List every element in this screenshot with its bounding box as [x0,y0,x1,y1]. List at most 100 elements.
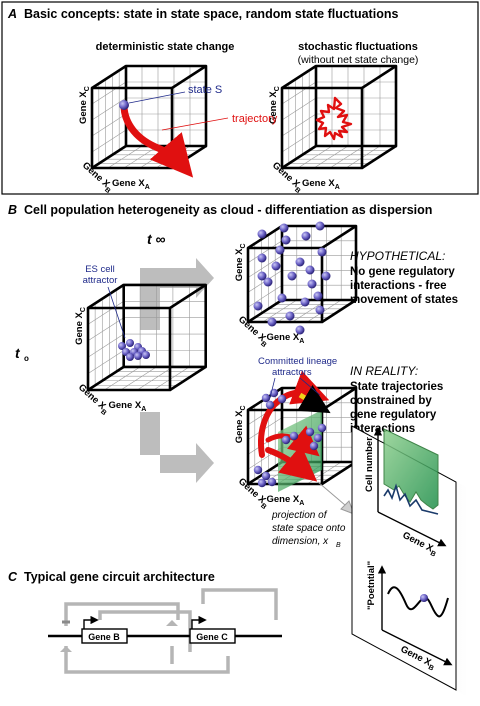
panel-a-right-heading: stochastic fluctuations [298,41,418,53]
es-state-ball [134,352,142,360]
state-s-leader [128,91,186,104]
reality-state-ball [261,471,271,481]
state-s-ball [119,100,129,110]
cube-a2-axis-a: Gene XA [302,178,340,191]
reality-state-ball [277,394,287,404]
es-state-ball [118,342,126,350]
reality-line-2: constrained by [350,395,432,407]
hypothetical-state-ball [317,247,327,257]
panel-a: A Basic concepts: state in state space, … [1,1,479,195]
committed-lineage-label: Committed lineage [258,356,337,367]
trajectory-leader [161,117,229,131]
cell-number-label: Cell number [364,437,375,492]
reality-state-ball [265,400,275,410]
gene-b-label: Gene B [88,632,120,642]
regulation-b-to-c [98,610,192,652]
t-zero-label: t [15,345,21,361]
hypothetical-state-ball [300,297,310,307]
trajectory-label: trajectory [232,113,278,125]
trajectory-arrow [120,103,194,178]
cube-a2-axis-c: Gene XC [268,86,281,124]
hypothetical-line-1: No gene regulatory [350,266,455,278]
cube-b0-edges [86,283,207,392]
reality-state-ball [317,423,327,433]
hypothetical-line-2: interactions - free [350,280,447,292]
hypothetical-state-ball [253,301,263,311]
cube-b0-axis-c: Gene XC [74,307,87,345]
panel-b: B Cell population heterogeneity as cloud… [8,203,468,697]
cube-b1-axis-c: Gene XC [234,243,247,281]
promoter-c-arrow [191,615,207,629]
reality-title: IN REALITY: [350,364,418,378]
activation-head-b [60,646,72,652]
cube-a2-edges [280,64,398,170]
es-cell-label: ES cell [85,264,115,275]
projection-line-1: projection of [271,510,328,521]
t-infinity-label: t ∞ [147,231,166,247]
hypothetical-state-ball [287,271,297,281]
gene-c-box [189,628,236,644]
state-s-label: state S [188,84,222,96]
hypothetical-state-ball [295,257,305,267]
t-zero-subscript: o [24,354,29,363]
committed-attractors-label: attractors [272,367,312,378]
hypothetical-state-ball [315,305,325,315]
projection-arrow [317,481,355,515]
hypothetical-state-ball [257,253,267,263]
es-attractor-leader [107,286,126,339]
potential-label: "Poetntial" [366,561,377,610]
activation-head-c [166,620,178,626]
promoter-b-arrow [83,615,99,629]
potential-x-axis [381,629,453,666]
regulation-paths [64,588,278,674]
cube-a1-axis-c: Gene XC [78,86,91,124]
reality-state-ball [289,431,299,441]
yellow-arrow [297,384,331,414]
hypothetical-state-ball [305,265,315,275]
hypothetical-state-ball [313,291,323,301]
gene-c-label: Gene C [196,632,228,642]
branch-arrows [140,258,214,483]
reality-state-ball [309,441,319,451]
branch-arrow-bottom [140,412,214,483]
hypothetical-state-ball [321,271,331,281]
hypothetical-state-ball [267,317,277,327]
reality-line-3: gene regulatory [350,409,437,421]
branch-arrow-top [140,258,214,330]
histogram-x-axis [377,511,447,547]
panel-c-letter: C [8,570,18,584]
reality-state-ball [257,478,267,488]
panel-a-frame [1,1,479,195]
hypothetical-state-ball [271,261,281,271]
cube-b2-axis-c: Gene XC [234,405,247,443]
panel-c-title: Typical gene circuit architecture [24,570,215,584]
es-state-ball [126,353,134,361]
cube-a1-grid [91,65,207,169]
hypothetical-state-ball [307,279,317,289]
regulation-c-self [201,588,278,620]
panel-a-title: Basic concepts: state in state space, ra… [24,7,398,21]
panel-c: C Typical gene circuit architecture Gene… [8,570,282,674]
cube-b2-axis-a: Gene XA [267,494,305,507]
cube-a1-axis-a: Gene XA [112,178,150,191]
hypothetical-state-ball [257,229,267,239]
panel-a-right-subheading: (without net state change) [298,54,419,66]
hypothetical-state-ball [277,293,287,303]
hypothetical-state-cloud [253,221,331,335]
gene-b-box [81,628,128,644]
histogram-window [383,428,439,510]
projection-panel: Cell number Gene XB "Poetntial" Gene XB [351,425,468,697]
hypothetical-state-ball [279,223,289,233]
hypothetical-state-ball [257,271,267,281]
panel-a-letter: A [7,7,17,21]
hypothetical-state-ball [281,235,291,245]
potential-ball [420,594,428,602]
reality-state-ball [253,465,263,475]
es-cell-cluster [118,339,150,361]
hypothetical-state-ball [295,325,305,335]
